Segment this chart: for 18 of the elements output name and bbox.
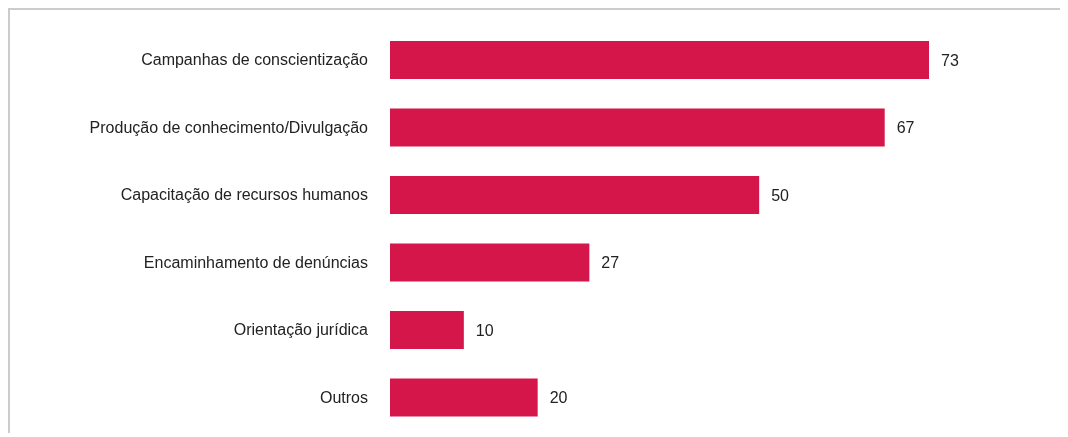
bar [390,176,760,214]
bar [390,108,885,147]
bar [390,378,538,417]
data-label: 20 [549,389,568,407]
y-tick-label: Produção de conhecimento/Divulgação [89,118,369,136]
y-tick-label: Outros [319,388,368,406]
data-label: 50 [771,186,790,204]
y-tick-label: Capacitação de recursos humanos [120,186,368,204]
data-label: 10 [475,321,494,339]
bar [390,243,590,282]
data-label: 27 [601,254,620,272]
bar [390,41,929,79]
y-tick-label: Campanhas de conscientização [141,51,369,69]
data-label: 73 [941,51,959,69]
data-label: 67 [896,119,915,137]
bar [390,311,464,349]
y-tick-label: Orientação jurídica [233,321,369,339]
y-tick-label: Encaminhamento de denúncias [143,253,368,271]
